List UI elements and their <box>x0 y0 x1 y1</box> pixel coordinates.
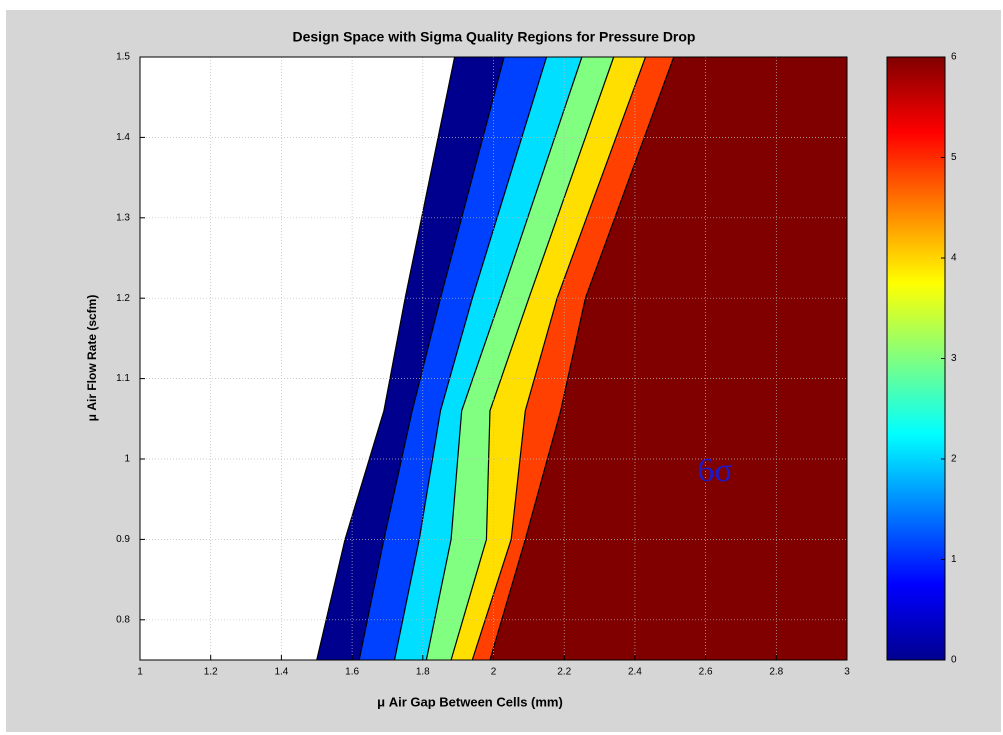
colorbar-tick-label: 5 <box>951 152 957 163</box>
colorbar-tick-label: 0 <box>951 655 957 666</box>
x-tick-label: 1.4 <box>274 667 288 678</box>
colorbar-tick-label: 3 <box>951 353 957 364</box>
y-tick-label: 1.4 <box>116 132 130 143</box>
x-tick-label: 1.2 <box>204 667 218 678</box>
colorbar-tick-label: 1 <box>951 554 957 565</box>
x-tick-label: 1.8 <box>416 667 430 678</box>
chart-title: Design Space with Sigma Quality Regions … <box>293 29 696 45</box>
y-tick-label: 1.2 <box>116 293 130 304</box>
colorbar-tick-label: 4 <box>951 253 957 264</box>
x-tick-label: 1 <box>137 667 143 678</box>
colorbar-tick-label: 2 <box>951 454 957 465</box>
x-tick-label: 1.6 <box>345 667 359 678</box>
x-tick-label: 2 <box>491 667 497 678</box>
y-tick-label: 0.9 <box>116 534 130 545</box>
y-tick-label: 0.8 <box>116 614 130 625</box>
x-tick-label: 2.2 <box>557 667 571 678</box>
y-tick-label: 1 <box>124 454 130 465</box>
colorbar-tick-label: 6 <box>951 52 957 63</box>
chart: Design Space with Sigma Quality Regions … <box>0 0 1003 735</box>
x-axis-label: μ Air Gap Between Cells (mm) <box>377 694 563 709</box>
y-tick-label: 1.3 <box>116 212 130 223</box>
annotation: 6σ <box>697 452 732 489</box>
x-tick-label: 2.4 <box>628 667 642 678</box>
colorbar <box>887 57 945 660</box>
y-axis-label: μ Air Flow Rate (scfm) <box>85 295 99 422</box>
y-tick-label: 1.1 <box>116 373 130 384</box>
x-tick-label: 3 <box>844 667 850 678</box>
y-tick-label: 1.5 <box>116 52 130 63</box>
x-tick-label: 2.8 <box>769 667 783 678</box>
x-tick-label: 2.6 <box>699 667 713 678</box>
